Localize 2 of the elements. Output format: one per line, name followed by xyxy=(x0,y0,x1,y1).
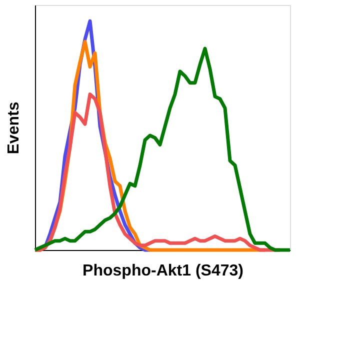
x-axis-title: Phospho-Akt1 (S473) xyxy=(82,262,244,280)
y-axis-title: Events xyxy=(6,102,22,154)
